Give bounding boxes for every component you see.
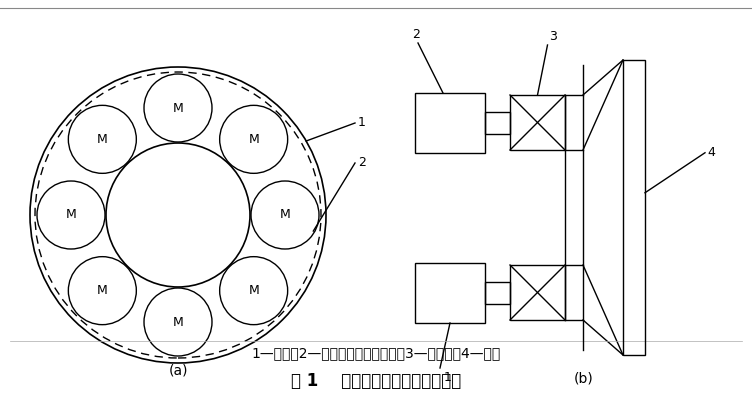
Text: M: M (248, 284, 259, 297)
Circle shape (220, 105, 288, 173)
Bar (485, 112, 510, 134)
Text: M: M (173, 316, 183, 329)
Bar (623, 60, 645, 355)
Text: M: M (65, 209, 77, 222)
Text: M: M (97, 133, 108, 146)
Text: 1—轴承；2—液压马达或变频电机；3—减速机；4—刀盘: 1—轴承；2—液压马达或变频电机；3—减速机；4—刀盘 (251, 346, 501, 360)
Text: 3: 3 (550, 30, 557, 43)
Circle shape (144, 74, 212, 142)
Text: M: M (173, 101, 183, 114)
Circle shape (68, 257, 136, 325)
Circle shape (144, 288, 212, 356)
Circle shape (68, 105, 136, 173)
Bar (510, 265, 565, 320)
Text: 图 1    掘进机刀盘驱动结构示意图: 图 1 掘进机刀盘驱动结构示意图 (291, 372, 461, 390)
Circle shape (37, 181, 105, 249)
Text: 4: 4 (707, 146, 715, 159)
Text: M: M (248, 133, 259, 146)
Text: 1: 1 (358, 116, 366, 130)
Text: M: M (97, 284, 108, 297)
Text: (a): (a) (168, 364, 188, 378)
Bar (510, 95, 565, 150)
Circle shape (220, 257, 288, 325)
Text: M: M (280, 209, 290, 222)
Circle shape (251, 181, 319, 249)
Text: (b): (b) (574, 372, 594, 386)
Text: 2: 2 (358, 156, 366, 169)
Bar (415, 93, 485, 153)
Text: 1: 1 (444, 371, 452, 384)
Bar (485, 282, 510, 304)
Bar (415, 263, 485, 323)
Text: 2: 2 (412, 28, 420, 41)
